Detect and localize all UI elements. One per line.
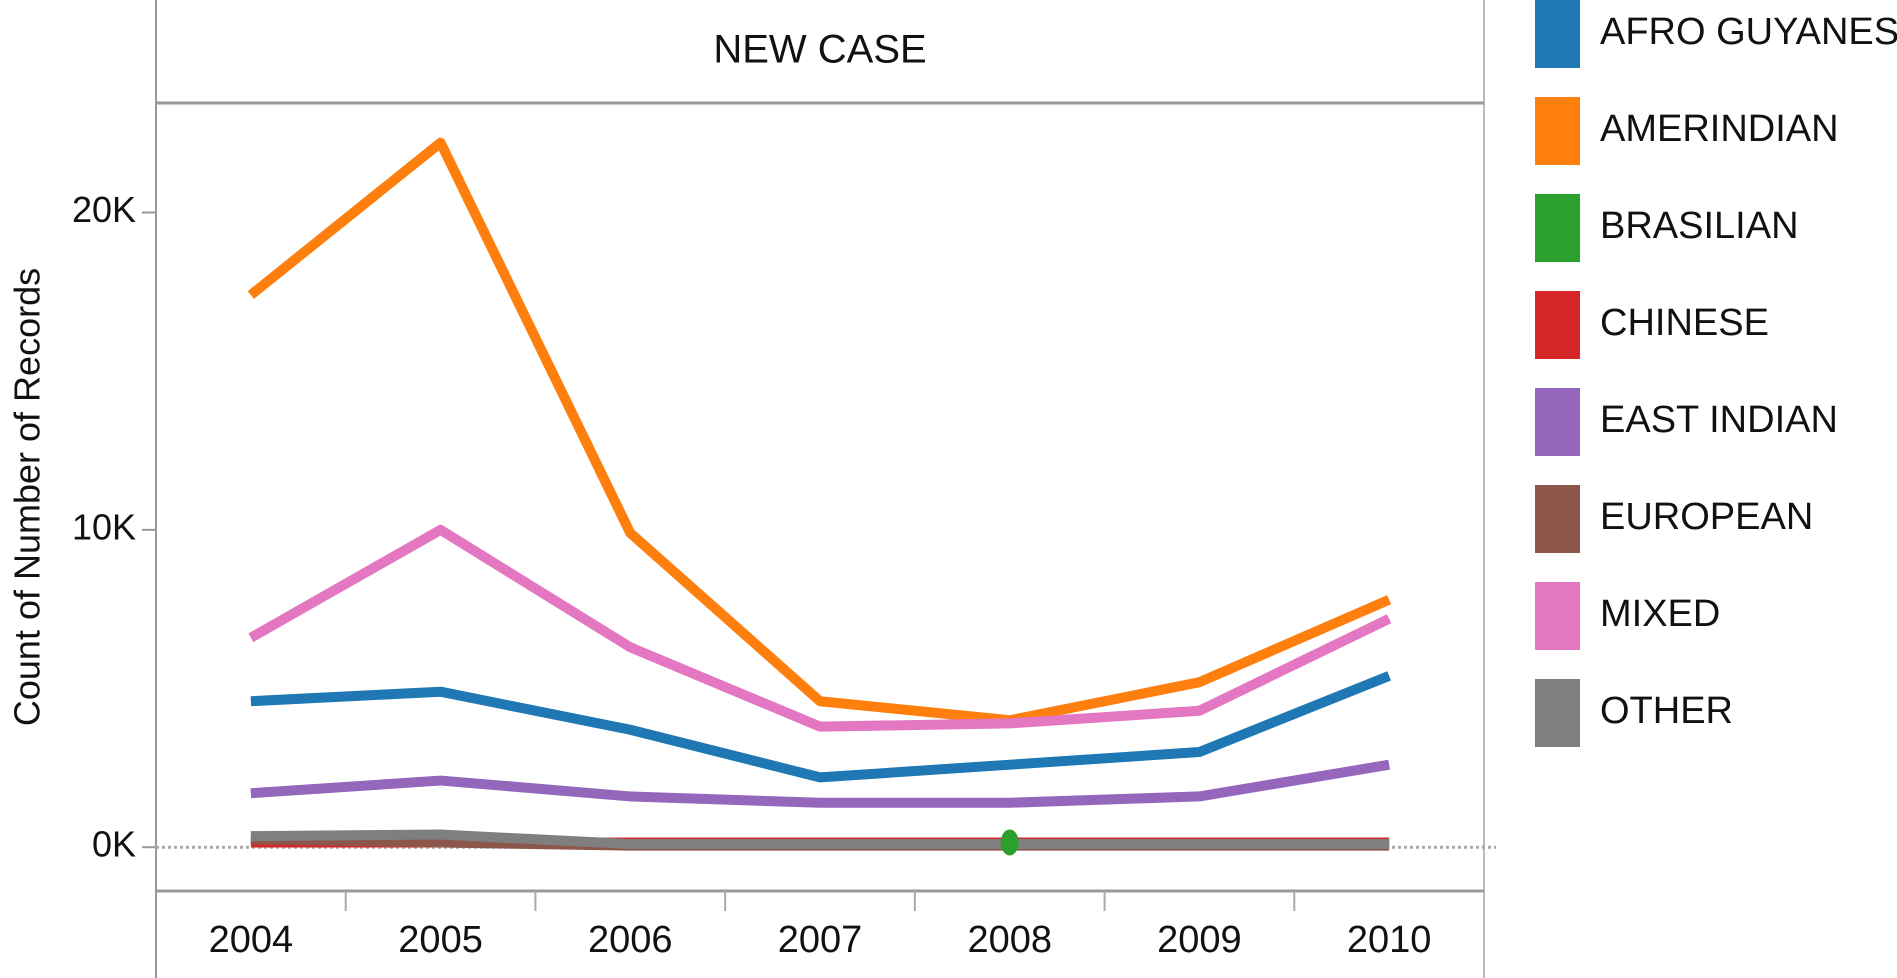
series-line — [250, 671, 1392, 783]
legend-label: OTHER — [1600, 690, 1733, 732]
x-tick-label: 2004 — [209, 919, 294, 961]
legend-label: EAST INDIAN — [1600, 399, 1838, 441]
legend-swatch — [1535, 582, 1580, 650]
x-tick-label: 2009 — [1157, 919, 1242, 961]
series-point — [1000, 829, 1019, 856]
series-line — [250, 759, 1390, 808]
legend-swatch — [1535, 0, 1580, 68]
legend-label: EUROPEAN — [1600, 496, 1813, 538]
series-line — [247, 137, 1392, 726]
legend-label: MIXED — [1600, 593, 1720, 635]
chart-title: NEW CASE — [713, 28, 926, 72]
x-tick-label: 2005 — [398, 919, 483, 961]
legend-swatch — [1535, 485, 1580, 553]
legend-label: AMERINDIAN — [1600, 108, 1839, 150]
x-tick-label: 2010 — [1347, 919, 1432, 961]
legend-swatch — [1535, 388, 1580, 456]
y-tick-label: 10K — [72, 506, 136, 547]
legend-swatch — [1535, 679, 1580, 747]
x-tick-label: 2008 — [967, 919, 1052, 961]
series-line — [250, 829, 1390, 850]
legend-swatch — [1535, 291, 1580, 359]
y-tick-label: 20K — [72, 189, 136, 230]
legend-swatch — [1535, 194, 1580, 262]
legend-label: CHINESE — [1600, 302, 1769, 344]
x-tick-label: 2007 — [778, 919, 863, 961]
series-line — [248, 524, 1392, 732]
legend-label: BRASILIAN — [1600, 205, 1799, 247]
legend-swatch — [1535, 97, 1580, 165]
y-axis-title: Count of Number of Records — [7, 268, 48, 726]
legend-label: AFRO GUYANES — [1600, 11, 1897, 53]
y-tick-label: 0K — [92, 824, 136, 865]
x-tick-label: 2006 — [588, 919, 673, 961]
